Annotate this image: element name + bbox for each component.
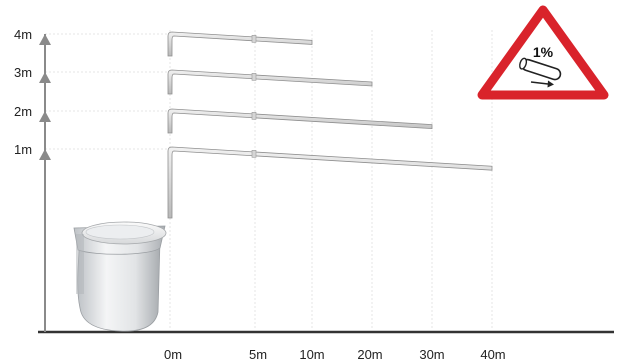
height-label: 4m <box>14 27 32 42</box>
height-label: 2m <box>14 104 32 119</box>
distance-label: 10m <box>299 347 324 362</box>
pipe-coupling <box>251 150 257 158</box>
distance-label: 0m <box>164 347 182 362</box>
pipe-slope-icon <box>519 57 562 88</box>
distance-label: 5m <box>249 347 267 362</box>
distance-label: 30m <box>419 347 444 362</box>
toilet-icon <box>73 221 167 332</box>
distance-label: 40m <box>480 347 505 362</box>
axis-arrowhead <box>39 72 51 83</box>
pipe-coupling <box>251 112 257 120</box>
slope-percent-label: 1% <box>533 44 554 60</box>
height-label: 3m <box>14 65 32 80</box>
slope-warning-sign: 1% <box>477 5 609 100</box>
pipe-run <box>167 146 493 219</box>
pipe-run <box>167 69 373 95</box>
height-label: 1m <box>14 142 32 157</box>
height-labels: 4m 3m 2m 1m <box>14 27 32 157</box>
height-axis <box>39 34 51 332</box>
distance-label: 20m <box>357 347 382 362</box>
pipe-run <box>167 108 433 134</box>
axis-arrowhead <box>39 149 51 160</box>
axis-arrowhead <box>39 34 51 45</box>
pipe-run <box>167 31 313 57</box>
axis-arrowhead <box>39 111 51 122</box>
pipe-coupling <box>251 34 257 43</box>
pipe-coupling <box>251 73 257 81</box>
pipe-runs <box>167 31 493 219</box>
distance-labels: 0m 5m 10m 20m 30m 40m <box>164 347 506 362</box>
